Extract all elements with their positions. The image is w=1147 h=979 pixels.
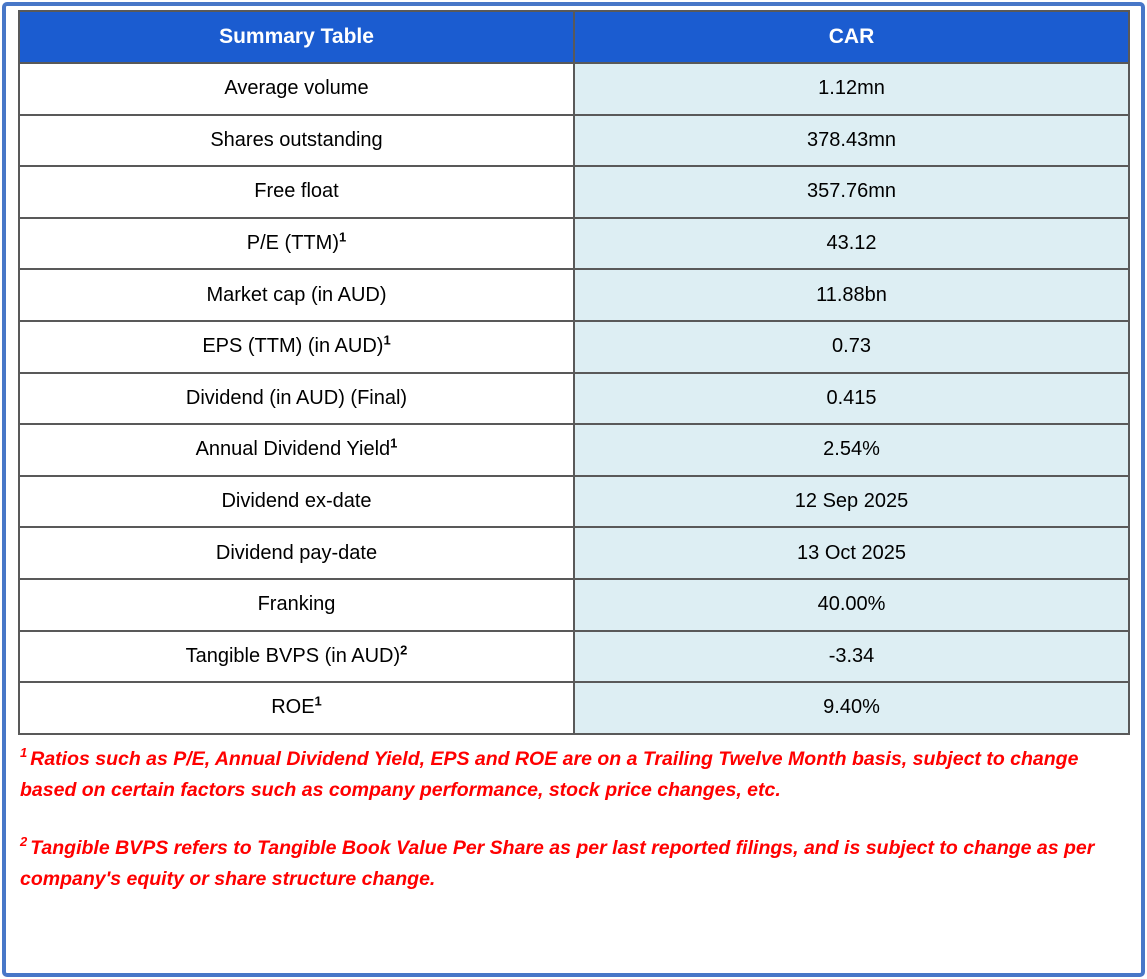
table-row: P/E (TTM)1 43.12 [18, 216, 1130, 271]
metric-value-cell: 2.54% [573, 423, 1130, 477]
footnote-ttm: 1 Ratios such as P/E, Annual Dividend Yie… [20, 744, 1124, 806]
metric-value-cell: 9.40% [573, 681, 1130, 735]
table-row: Franking 40.00% [18, 577, 1130, 632]
table-row: ROE1 9.40% [18, 681, 1130, 735]
footnote-reference: 1 [390, 435, 398, 451]
table-row: Dividend (in AUD) (Final) 0.415 [18, 371, 1130, 426]
summary-table-body: Average volume 1.12mn Shares outstanding 37… [18, 62, 1130, 735]
metric-label: Annual Dividend Yield [195, 438, 391, 461]
footnote-reference: 1 [338, 229, 347, 245]
footnotes-section: 1 Ratios such as P/E, Annual Dividend Yie… [18, 735, 1130, 895]
metric-value-cell: 43.12 [573, 216, 1130, 271]
metric-label: Dividend ex-date [221, 490, 372, 513]
metric-label-cell: Annual Dividend Yield1 [18, 423, 575, 477]
metric-label-cell: Free float [18, 165, 575, 219]
footnote-bvps-superscript: 2 [20, 834, 28, 850]
metric-value-cell: 0.73 [573, 319, 1130, 374]
metric-value-cell: 13 Oct 2025 [573, 526, 1130, 580]
table-row: Dividend ex-date 12 Sep 2025 [18, 474, 1130, 529]
footnote-ttm-superscript: 1 [20, 745, 28, 761]
metric-value-cell: 0.415 [573, 371, 1130, 426]
metric-label-cell: Tangible BVPS (in AUD)2 [18, 629, 575, 684]
metric-label: Market cap (in AUD) [206, 283, 387, 306]
metric-value-cell: 1.12mn [573, 62, 1130, 116]
metric-label-cell: Dividend ex-date [18, 474, 575, 529]
table-row: Free float 357.76mn [18, 165, 1130, 219]
ticker-header-cell: CAR [573, 10, 1130, 64]
metric-label-cell: Franking [18, 577, 575, 632]
header-row: Summary Table CAR [18, 10, 1130, 64]
metric-value-cell: 378.43mn [573, 113, 1130, 168]
metric-label: Dividend (in AUD) (Final) [185, 386, 408, 409]
metric-value-cell: 357.76mn [573, 165, 1130, 219]
metric-label: Average volume [224, 77, 369, 100]
metric-label: ROE [271, 696, 315, 719]
metric-label: Tangible BVPS (in AUD) [185, 644, 401, 667]
footnote-reference: 1 [314, 693, 322, 709]
metric-label-cell: Dividend pay-date [18, 526, 575, 580]
metric-label: Dividend pay-date [215, 541, 378, 564]
metric-label-cell: Shares outstanding [18, 113, 575, 168]
footnote-reference: 2 [400, 642, 408, 658]
metric-value-cell: 40.00% [573, 577, 1130, 632]
footnote-reference: 1 [383, 332, 391, 348]
table-row: Shares outstanding 378.43mn [18, 113, 1130, 168]
footnote-bvps: 2 Tangible BVPS refers to Tangible Book V… [20, 833, 1124, 895]
metric-label: Free float [254, 180, 339, 203]
metric-label: Shares outstanding [210, 128, 383, 151]
metric-label-cell: ROE1 [18, 681, 575, 735]
metric-value-cell: 11.88bn [573, 268, 1130, 322]
metric-value-cell: 12 Sep 2025 [573, 474, 1130, 529]
metric-value-cell: -3.34 [573, 629, 1130, 684]
footnote-bvps-text: Tangible BVPS refers to Tangible Book Va… [20, 836, 1095, 890]
summary-table: Summary Table CAR Average volume 1.12mn Sh… [18, 10, 1130, 735]
metric-label: EPS (TTM) (in AUD) [202, 335, 384, 358]
footnote-ttm-text: Ratios such as P/E, Annual Dividend Yiel… [20, 747, 1079, 801]
table-row: Average volume 1.12mn [18, 62, 1130, 116]
metric-label-cell: P/E (TTM)1 [18, 216, 575, 271]
table-row: Dividend pay-date 13 Oct 2025 [18, 526, 1130, 580]
metric-label-cell: Market cap (in AUD) [18, 268, 575, 322]
metric-label: Franking [257, 593, 336, 616]
table-row: EPS (TTM) (in AUD)1 0.73 [18, 319, 1130, 374]
table-row: Market cap (in AUD) 11.88bn [18, 268, 1130, 322]
metric-label-cell: EPS (TTM) (in AUD)1 [18, 319, 575, 374]
summary-table-header-cell: Summary Table [18, 10, 575, 64]
table-row: Annual Dividend Yield1 2.54% [18, 423, 1130, 477]
table-row: Tangible BVPS (in AUD)2 -3.34 [18, 629, 1130, 684]
metric-label-cell: Average volume [18, 62, 575, 116]
metric-label-cell: Dividend (in AUD) (Final) [18, 371, 575, 426]
metric-label: P/E (TTM) [246, 232, 339, 255]
